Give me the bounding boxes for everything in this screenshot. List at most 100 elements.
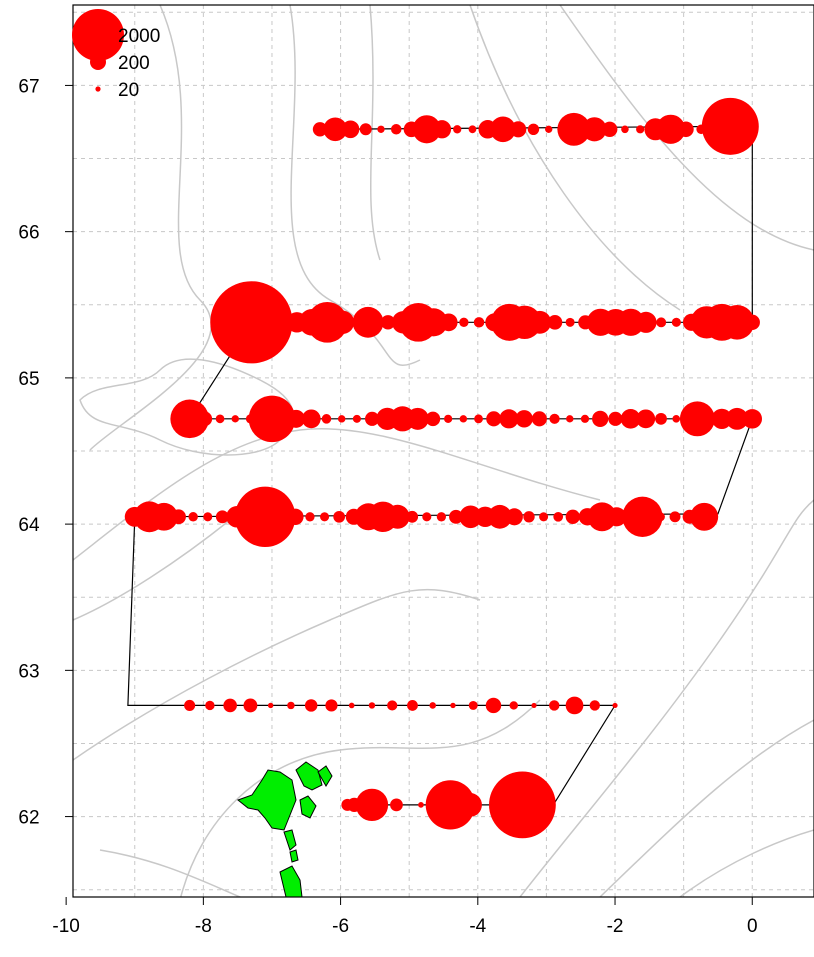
catch-bubble (243, 698, 258, 713)
catch-bubble (528, 310, 552, 334)
catch-bubble (620, 409, 641, 429)
y-tick-label: 63 (18, 661, 39, 682)
catch-bubble (380, 315, 396, 330)
catch-bubble (359, 123, 372, 136)
catch-bubble-large (425, 780, 476, 830)
catch-bubble (450, 702, 456, 709)
catch-bubble (223, 698, 237, 713)
catch-bubble (655, 412, 667, 425)
x-tick-label: -10 (52, 916, 79, 937)
catch-bubble (656, 114, 686, 144)
catch-bubble-large (248, 395, 296, 443)
catch-bubble (215, 510, 229, 524)
catch-bubble-large (679, 401, 715, 437)
catch-bubble (621, 125, 629, 134)
catch-bubble (390, 798, 403, 812)
catch-bubble (341, 120, 360, 139)
catch-bubble (505, 508, 523, 526)
x-tick-label: -6 (332, 916, 349, 937)
catch-bubble (744, 314, 760, 330)
y-tick-label: 66 (18, 223, 39, 244)
catch-bubble (589, 700, 600, 711)
catch-bubble (549, 413, 560, 424)
catch-bubble (231, 415, 239, 423)
catch-bubble (565, 509, 580, 524)
catch-bubble (325, 699, 338, 712)
catch-bubble (490, 116, 516, 143)
catch-bubble (387, 700, 398, 711)
bubble-legend: 2000 200 20 (72, 9, 160, 101)
catch-bubble-large (170, 399, 209, 439)
catch-bubble (636, 125, 645, 134)
catch-bubble (305, 512, 315, 522)
catch-bubble (565, 317, 575, 327)
catch-bubble (523, 511, 535, 523)
catch-bubble (171, 509, 186, 525)
catch-bubble (607, 507, 627, 527)
catch-bubble (711, 408, 732, 429)
catch-bubble (352, 414, 361, 423)
catch-bubble-large (557, 112, 591, 146)
catch-bubble (499, 409, 519, 429)
catch-bubble (531, 702, 537, 709)
catch-bubble (719, 305, 755, 340)
cruise-track (127, 125, 754, 806)
catch-bubble (205, 700, 215, 711)
catch-bubble (406, 510, 419, 523)
catch-bubble (412, 115, 441, 144)
catch-bubble (459, 317, 469, 327)
catch-bubble (323, 117, 348, 142)
catch-bubble (425, 411, 441, 427)
catch-bubble (312, 122, 328, 137)
map-plot-area (73, 5, 814, 897)
catch-bubble (527, 123, 540, 136)
catch-bubble (385, 504, 410, 529)
catch-bubble (330, 310, 355, 335)
y-tick-label: 67 (18, 76, 39, 97)
x-axis: -10 -8 -6 -4 -2 0 (52, 897, 758, 937)
catch-bubble (333, 510, 346, 523)
catch-bubble (485, 697, 502, 714)
legend-label-20: 20 (118, 80, 139, 101)
catch-bubble (368, 702, 376, 709)
x-tick-label: -4 (469, 916, 486, 937)
catch-bubble-large (352, 306, 384, 338)
catch-bubble (474, 414, 483, 424)
catch-bubble-large (347, 797, 362, 812)
catch-bubble (429, 702, 436, 709)
catch-bubble (566, 415, 574, 423)
catch-bubble (390, 124, 402, 135)
catch-bubble (459, 415, 468, 423)
catch-bubble (608, 411, 623, 426)
faroe-islands-land (236, 761, 333, 897)
catch-bubble (587, 502, 617, 532)
catch-bubble (203, 512, 213, 522)
catch-bubble (601, 121, 618, 138)
catch-bubble (549, 700, 560, 711)
catch-bubble (726, 407, 748, 430)
catch-bubble (287, 701, 295, 710)
catch-bubble-large (489, 771, 556, 839)
legend-circle-2000 (72, 9, 124, 61)
catch-bubble (473, 317, 485, 328)
catch-bubble (320, 512, 330, 522)
catch-bubble (671, 317, 681, 327)
catch-bubble (267, 702, 274, 709)
catch-bubble (436, 512, 447, 522)
catch-bubble (545, 125, 553, 133)
catch-bubble (617, 308, 645, 336)
catch-bubble (459, 505, 482, 529)
y-tick-label: 65 (18, 369, 39, 390)
catch-bubble (539, 512, 549, 522)
legend-label-200: 200 (118, 53, 150, 74)
catch-bubble (422, 512, 432, 522)
catch-bubble (355, 788, 389, 822)
catch-bubble (468, 125, 477, 134)
catch-bubble (565, 696, 584, 715)
x-tick-label: -2 (607, 916, 624, 937)
legend-circle-20 (95, 86, 101, 92)
catch-bubble (188, 512, 198, 522)
catch-bubble (487, 504, 512, 529)
catch-bubble (742, 409, 763, 429)
catch-bubble (418, 802, 424, 808)
